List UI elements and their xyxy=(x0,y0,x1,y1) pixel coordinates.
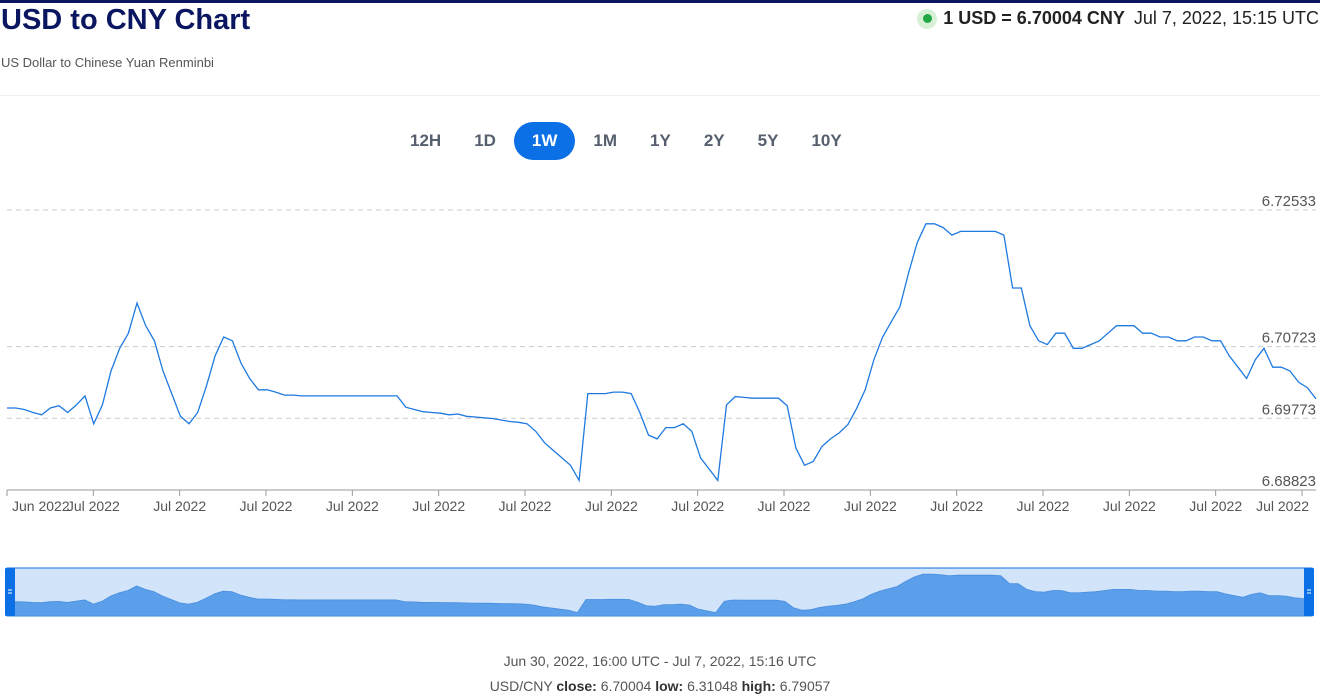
live-status-icon xyxy=(917,8,938,29)
range-button-1d[interactable]: 1D xyxy=(474,131,496,150)
y-tick-label: 6.70723 xyxy=(1262,330,1316,347)
range-navigator[interactable] xyxy=(0,560,1320,622)
page-title: USD to CNY Chart xyxy=(1,4,251,36)
range-button-1m[interactable]: 1M xyxy=(593,131,618,150)
x-tick-label: Jul 2022 xyxy=(153,498,206,514)
x-tick-label: Jul 2022 xyxy=(326,498,379,514)
high-value: 6.79057 xyxy=(779,678,831,694)
x-tick-label: Jul 2022 xyxy=(67,498,120,514)
x-tick-label: Jul 2022 xyxy=(930,498,983,514)
series-line xyxy=(7,223,1317,483)
x-tick-label: Jul 2022 xyxy=(1103,498,1156,514)
footer-stats: USD/CNY close: 6.70004 low: 6.31048 high… xyxy=(0,678,1320,694)
x-tick-label: Jul 2022 xyxy=(1017,498,1070,514)
navigator-right-handle[interactable] xyxy=(1304,568,1314,616)
x-tick-label: Jul 2022 xyxy=(671,498,724,514)
page-subtitle: US Dollar to Chinese Yuan Renminbi xyxy=(1,55,214,70)
range-button-5y[interactable]: 5Y xyxy=(757,131,779,150)
x-tick-label: Jul 2022 xyxy=(1189,498,1242,514)
header-top-border xyxy=(0,0,1320,3)
live-rate: 1 USD = 6.70004 CNY Jul 7, 2022, 15:15 U… xyxy=(917,8,1319,29)
x-tick-label: Jun 2022 xyxy=(12,498,70,514)
x-tick-label: Jul 2022 xyxy=(758,498,811,514)
x-tick-label: Jul 2022 xyxy=(412,498,465,514)
y-tick-label: 6.69773 xyxy=(1262,401,1316,418)
range-button-10y[interactable]: 10Y xyxy=(811,131,842,150)
close-value: 6.70004 xyxy=(600,678,652,694)
x-tick-label: Jul 2022 xyxy=(499,498,552,514)
range-selector: 12H 1D 1W 1M 1Y 2Y 5Y 10Y xyxy=(395,122,860,160)
x-tick-label: Jul 2022 xyxy=(1256,498,1309,514)
range-button-1y[interactable]: 1Y xyxy=(650,131,671,150)
navigator-left-handle[interactable] xyxy=(5,568,15,616)
range-button-1w[interactable]: 1W xyxy=(513,122,576,160)
low-label: low: xyxy=(655,678,684,694)
x-tick-label: Jul 2022 xyxy=(240,498,293,514)
close-label: close: xyxy=(556,678,597,694)
y-tick-label: 6.68823 xyxy=(1262,473,1316,490)
header-divider xyxy=(0,95,1320,96)
navigator-area xyxy=(6,573,1313,617)
range-button-2y[interactable]: 2Y xyxy=(703,131,725,150)
footer-period: Jun 30, 2022, 16:00 UTC - Jul 7, 2022, 1… xyxy=(503,653,817,669)
y-tick-label: 6.72533 xyxy=(1262,193,1316,210)
high-label: high: xyxy=(741,678,776,694)
range-button-12h[interactable]: 12H xyxy=(410,131,442,150)
x-tick-label: Jul 2022 xyxy=(585,498,638,514)
rate-value: 1 USD = 6.70004 CNY xyxy=(943,8,1125,28)
rate-timestamp: Jul 7, 2022, 15:15 UTC xyxy=(1133,8,1319,28)
footer-pair: USD/CNY xyxy=(489,678,553,694)
low-value: 6.31048 xyxy=(687,678,738,694)
x-tick-label: Jul 2022 xyxy=(844,498,897,514)
